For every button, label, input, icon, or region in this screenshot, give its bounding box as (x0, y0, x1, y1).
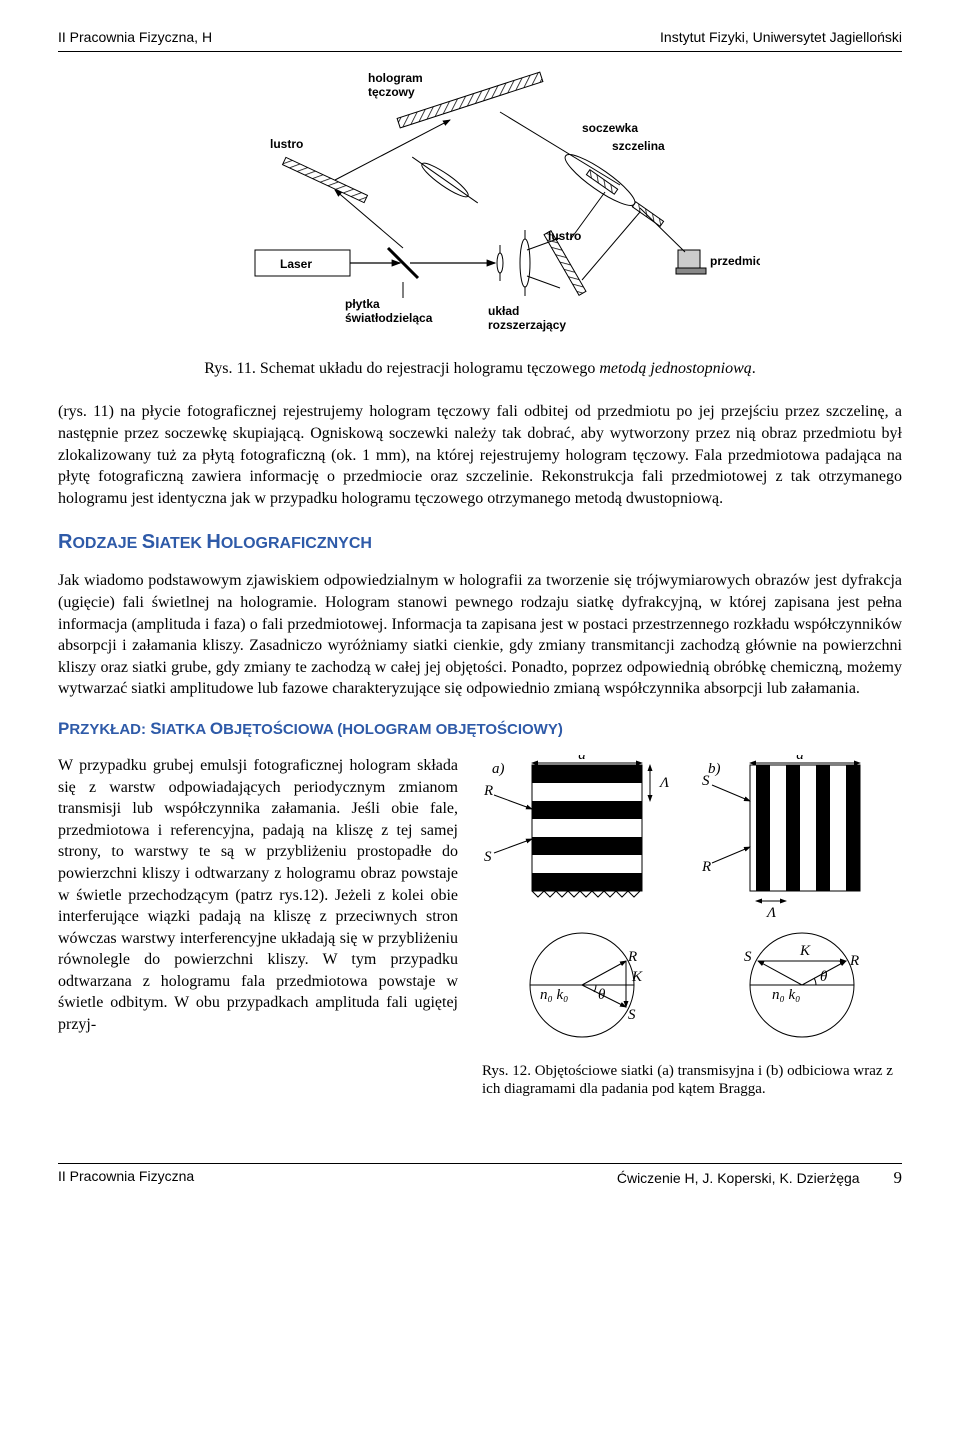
page-number: 9 (894, 1168, 903, 1187)
footer-rule (58, 1163, 902, 1164)
svg-text:n₀ k₀: n₀ k₀ (540, 987, 568, 1003)
label-lustro1: lustro (270, 137, 303, 151)
fig11-prefix: Rys. 11. Schemat układu do rejestracji h… (204, 360, 599, 377)
header-right: Instytut Fizyki, Uniwersytet Jagiellońsk… (660, 28, 902, 47)
svg-text:K: K (631, 969, 643, 985)
footer-left: II Pracownia Fizyczna (58, 1167, 194, 1190)
label-b: b) (708, 761, 721, 777)
paragraph-1: (rys. 11) na płycie fotograficznej rejes… (58, 401, 902, 509)
page-header: II Pracownia Fizyczna, H Instytut Fizyki… (58, 28, 902, 47)
heading-rodzaje-siatek: RODZAJE SIATEK HOLOGRAFICZNYCH (58, 529, 902, 556)
label-przedmiot: przedmiot (710, 254, 760, 268)
figure-12-caption: Rys. 12. Objętościowe siatki (a) transmi… (482, 1062, 902, 1100)
figure-12-diagram: a) d Λ R S (482, 755, 902, 1045)
label-uklad1: układ (488, 304, 519, 318)
label-szczelina: szczelina (612, 139, 665, 153)
label-plytka1: płytka (345, 297, 380, 311)
paragraph-2: Jak wiadomo podstawowym zjawiskiem odpow… (58, 570, 902, 700)
label-hologram2: tęczowy (368, 85, 415, 99)
svg-text:S: S (744, 949, 752, 965)
label-hologram: hologram (368, 71, 423, 85)
figure-12: a) d Λ R S (482, 755, 902, 1099)
label-plytka2: światłodzieląca (345, 311, 433, 325)
svg-text:R: R (483, 783, 493, 799)
fig11-suffix: . (752, 360, 756, 377)
header-left: II Pracownia Fizyczna, H (58, 28, 212, 47)
svg-text:S: S (628, 1007, 636, 1023)
svg-text:S: S (484, 849, 492, 865)
figure-11-caption: Rys. 11. Schemat układu do rejestracji h… (58, 358, 902, 380)
footer-mid: Ćwiczenie H, J. Koperski, K. Dzierżęga (617, 1170, 860, 1186)
page-footer: II Pracownia Fizyczna Ćwiczenie H, J. Ko… (58, 1163, 902, 1190)
svg-text:Λ: Λ (765, 905, 776, 921)
heading-przyklad: PRZYKŁAD: SIATKA OBJĘTOŚCIOWA (HOLOGRAM … (58, 718, 902, 741)
figure-11: hologram tęczowy lustro soczewka szczeli… (58, 70, 902, 350)
svg-text:θ: θ (598, 987, 606, 1003)
label-laser: Laser (280, 257, 312, 271)
svg-text:R: R (849, 953, 859, 969)
header-rule (58, 51, 902, 52)
two-column-section: W przypadku grubej emulsji fotograficzne… (58, 755, 902, 1099)
fig11-method: metodą jednostopniową (599, 360, 751, 377)
svg-text:θ: θ (820, 969, 828, 985)
svg-text:S: S (702, 773, 710, 789)
label-a: a) (492, 761, 505, 777)
label-soczewka: soczewka (582, 121, 638, 135)
svg-text:R: R (627, 949, 637, 965)
svg-text:n₀ k₀: n₀ k₀ (772, 987, 800, 1003)
svg-text:R: R (701, 859, 711, 875)
label-uklad2: rozszerzający (488, 318, 566, 332)
svg-text:d: d (796, 755, 804, 763)
figure-11-diagram: hologram tęczowy lustro soczewka szczeli… (200, 70, 760, 350)
paragraph-3: W przypadku grubej emulsji fotograficzne… (58, 755, 458, 1036)
svg-text:K: K (799, 943, 811, 959)
svg-text:Λ: Λ (658, 775, 669, 791)
svg-text:d: d (578, 755, 586, 763)
